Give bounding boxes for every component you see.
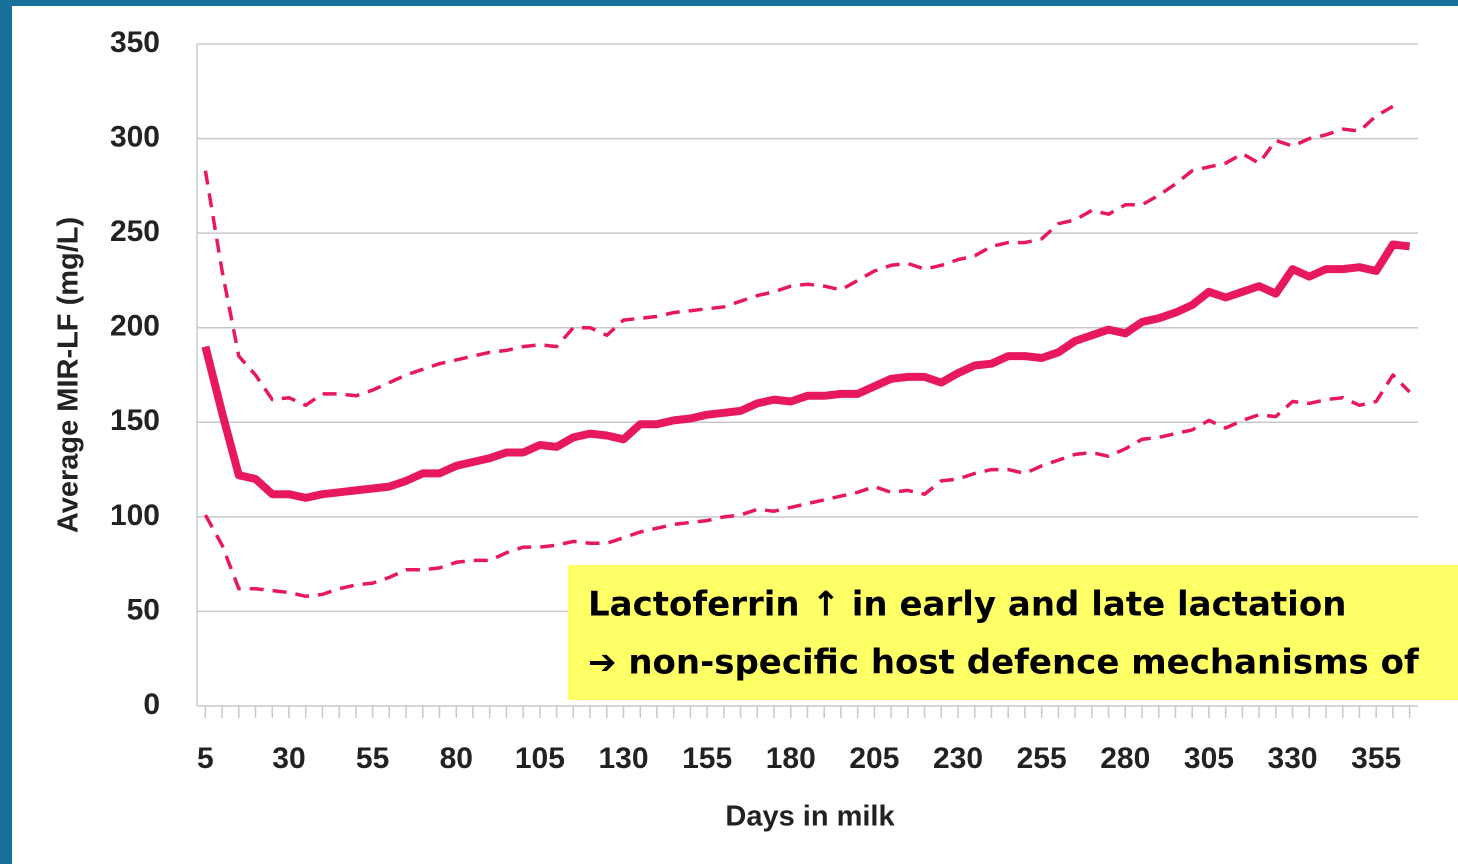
x-tick-label: 130: [598, 742, 648, 775]
x-tick-label: 305: [1184, 742, 1234, 775]
x-tick-label: 255: [1017, 742, 1067, 775]
y-tick-label: 350: [110, 26, 160, 59]
x-tick-label: 330: [1268, 742, 1318, 775]
x-tick-label: 180: [766, 742, 816, 775]
x-tick-label: 30: [272, 742, 305, 775]
x-tick-label: 230: [933, 742, 983, 775]
x-tick-label: 5: [197, 742, 214, 775]
x-tick-label: 155: [682, 742, 732, 775]
mean-line: [201, 240, 1411, 502]
y-axis-title: Average MIR-LF (mg/L): [53, 217, 85, 533]
y-tick-label: 100: [110, 499, 160, 532]
band-line: [203, 373, 1411, 599]
band-line: [203, 104, 1394, 408]
annotation-text: ➔ non-specific host defence mechanisms o…: [588, 643, 1420, 683]
y-tick-label: 50: [127, 593, 160, 626]
x-tick-label: 280: [1100, 742, 1150, 775]
x-tick-label: 55: [356, 742, 389, 775]
x-tick-label: 205: [849, 742, 899, 775]
y-tick-label: 250: [110, 215, 160, 248]
annotation-box: [568, 565, 1458, 700]
y-tick-label: 200: [110, 310, 160, 343]
x-tick-label: 80: [440, 742, 473, 775]
frame-left: [0, 0, 12, 864]
x-tick-label: 355: [1351, 742, 1401, 775]
frame-top: [0, 0, 1458, 6]
x-tick-label: 105: [515, 742, 565, 775]
x-axis-title: Days in milk: [725, 801, 895, 833]
y-tick-label: 150: [110, 404, 160, 437]
y-tick-label: 300: [110, 120, 160, 153]
annotation-text: Lactoferrin ↑ in early and late lactatio…: [588, 585, 1346, 625]
y-tick-label: 0: [143, 688, 160, 721]
